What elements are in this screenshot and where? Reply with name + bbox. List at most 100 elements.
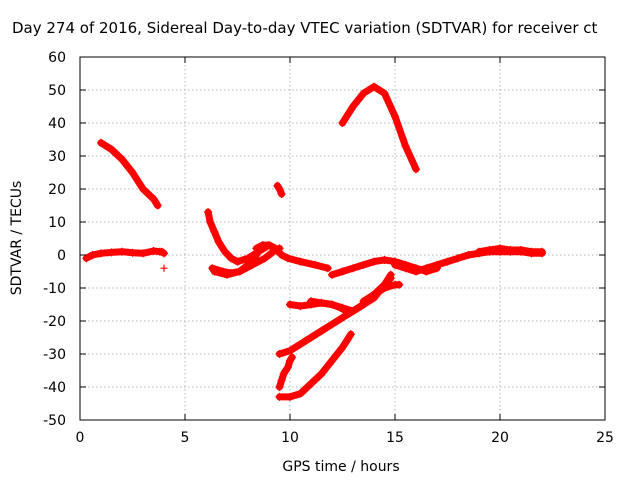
data-point <box>370 257 378 266</box>
data-point <box>149 194 158 203</box>
data-point <box>391 112 399 121</box>
data-track <box>275 270 395 358</box>
data-point <box>296 302 305 311</box>
data-point <box>349 264 357 273</box>
data-point <box>307 297 315 306</box>
data-point <box>317 369 326 378</box>
data-point <box>271 244 280 253</box>
data-point <box>286 300 294 309</box>
data-point <box>97 249 105 258</box>
data-point <box>349 307 357 316</box>
data-point <box>317 298 326 307</box>
data-point <box>277 189 286 198</box>
data-point <box>538 247 546 256</box>
data-point <box>128 248 137 257</box>
x-axis-label: GPS time / hours <box>282 459 399 475</box>
y-tick-label: -30 <box>43 347 66 363</box>
data-point <box>311 260 320 269</box>
data-point <box>338 303 347 312</box>
y-tick-label: -20 <box>43 314 66 330</box>
grid-lines <box>80 57 605 420</box>
data-point <box>527 247 536 256</box>
axis-ticks: 0 5 10 15 20 25 -50 -40 -30 -20 -10 0 10 20 30 40 50 60 <box>43 50 614 446</box>
data-point <box>454 254 462 263</box>
data-point <box>206 218 215 226</box>
data-point <box>328 356 336 365</box>
data-point <box>380 89 389 98</box>
data-point <box>517 246 525 255</box>
data-point <box>107 145 116 154</box>
data-point <box>214 237 223 246</box>
data-point <box>370 82 378 91</box>
y-tick-label: 0 <box>57 248 66 264</box>
data-point <box>328 300 336 309</box>
data-point <box>380 255 389 264</box>
data-point <box>235 267 244 276</box>
y-axis-label: SDTVAR / TECUs <box>9 181 25 296</box>
y-tick-label: 10 <box>48 215 66 231</box>
y-tick-label: 50 <box>48 83 66 99</box>
data-point <box>380 284 389 292</box>
track-line <box>204 208 241 266</box>
data-series <box>82 82 546 401</box>
chart-title: Day 274 of 2016, Sidereal Day-to-day VTE… <box>12 19 598 37</box>
x-tick-label: 10 <box>281 430 299 446</box>
y-tick-label: 40 <box>48 116 66 132</box>
data-point <box>391 260 399 269</box>
data-point <box>233 257 242 266</box>
track-line <box>276 271 395 358</box>
data-point <box>370 290 378 299</box>
x-tick-label: 0 <box>76 430 85 446</box>
x-tick-label: 5 <box>181 430 190 446</box>
data-point <box>160 264 168 272</box>
data-point <box>359 89 368 98</box>
data-point <box>338 343 347 352</box>
x-tick-label: 20 <box>491 430 509 446</box>
data-point <box>307 379 315 388</box>
data-point <box>338 313 347 322</box>
data-point <box>275 383 284 391</box>
data-point <box>328 320 336 329</box>
data-point <box>359 260 368 269</box>
data-point <box>118 247 126 256</box>
data-point <box>323 264 332 273</box>
data-track <box>338 82 420 174</box>
data-point <box>412 165 420 174</box>
data-point <box>283 363 292 372</box>
data-point <box>401 264 410 273</box>
data-track <box>275 353 297 391</box>
data-track <box>252 241 332 273</box>
data-point <box>485 246 494 255</box>
data-point <box>349 102 357 111</box>
data-point <box>359 297 368 306</box>
data-point <box>97 138 105 147</box>
data-point <box>307 333 315 342</box>
data-track <box>275 330 355 401</box>
data-point <box>506 246 515 255</box>
x-tick-label: 15 <box>386 430 404 446</box>
data-point <box>107 248 116 257</box>
data-point <box>260 254 269 263</box>
data-point <box>283 254 292 263</box>
data-point <box>346 330 355 339</box>
data-track <box>97 138 162 210</box>
data-point <box>88 251 97 259</box>
data-point <box>244 254 252 263</box>
data-point <box>275 185 284 193</box>
data-point <box>286 346 294 355</box>
data-point <box>139 185 147 193</box>
y-tick-label: -50 <box>43 413 66 429</box>
data-point <box>464 251 473 259</box>
data-point <box>412 267 420 276</box>
data-point <box>277 251 286 259</box>
data-point <box>128 168 137 177</box>
data-point <box>317 326 326 335</box>
data-point <box>338 267 347 276</box>
track-line <box>360 281 403 305</box>
data-point <box>496 244 504 253</box>
data-track <box>475 244 546 256</box>
plot-frame <box>79 56 606 421</box>
data-point <box>210 227 219 236</box>
data-point <box>223 270 231 279</box>
